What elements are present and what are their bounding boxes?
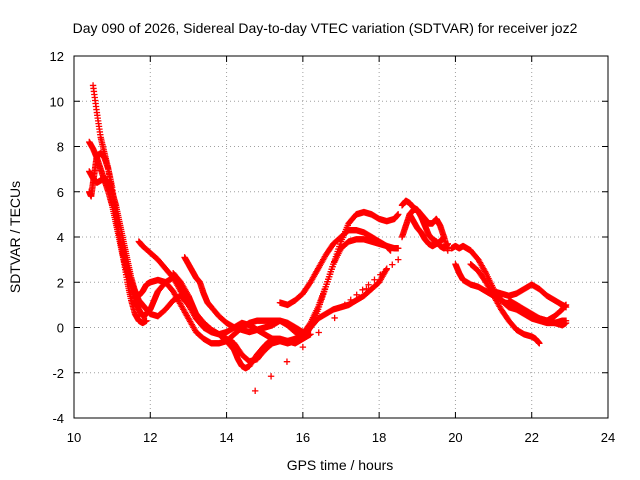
data-point <box>387 247 394 254</box>
data-point <box>143 317 150 324</box>
data-point <box>299 328 307 336</box>
data-point <box>283 358 291 365</box>
x-tick-label: 10 <box>67 430 81 445</box>
data-point <box>389 261 396 268</box>
data-point <box>341 301 349 309</box>
x-tick-label: 16 <box>296 430 310 445</box>
data-points <box>86 82 570 395</box>
data-point <box>383 266 390 273</box>
y-axis-label: SDTVAR / TECUs <box>7 181 23 293</box>
y-tick-label: 2 <box>57 275 64 290</box>
data-point <box>395 256 402 263</box>
x-axis-label: GPS time / hours <box>287 457 394 473</box>
data-point <box>444 247 451 254</box>
data-point <box>377 271 384 278</box>
chart-title: Day 090 of 2026, Sidereal Day-to-day VTE… <box>73 20 578 36</box>
data-point <box>363 285 370 292</box>
series-arc-f <box>181 254 307 336</box>
data-point <box>371 276 378 283</box>
series-arc-p <box>169 270 207 329</box>
y-tick-label: 0 <box>57 321 64 336</box>
data-point <box>365 281 372 288</box>
data-point <box>251 387 259 395</box>
y-tick-label: -4 <box>52 411 64 426</box>
data-point <box>440 233 448 241</box>
x-tick-label: 24 <box>601 430 615 445</box>
x-tick-label: 20 <box>448 430 462 445</box>
y-tick-label: 10 <box>50 94 64 109</box>
series-arc-m <box>467 260 543 347</box>
data-point <box>562 319 570 327</box>
series-arc-j <box>406 211 448 250</box>
data-point <box>395 211 402 218</box>
y-tick-label: 6 <box>57 185 64 200</box>
x-tick-label: 18 <box>372 430 386 445</box>
series-arc-d <box>86 150 150 327</box>
data-point <box>315 329 322 336</box>
data-point <box>395 245 402 252</box>
data-point <box>359 286 366 293</box>
series-arc-g <box>276 227 394 309</box>
data-point <box>299 343 307 351</box>
data-point <box>353 291 360 299</box>
data-point <box>562 301 570 309</box>
series-outliers <box>251 256 402 395</box>
series-arc-o <box>505 297 570 324</box>
data-point <box>267 373 275 380</box>
data-point <box>536 340 543 347</box>
data-point <box>331 314 338 322</box>
data-point <box>444 240 451 247</box>
data-point <box>200 322 207 329</box>
y-tick-label: 8 <box>57 140 64 155</box>
data-point <box>347 296 354 304</box>
y-tick-label: 12 <box>50 49 64 64</box>
data-point <box>307 331 314 338</box>
y-tick-label: -2 <box>52 366 64 381</box>
x-tick-label: 14 <box>219 430 233 445</box>
y-tick-label: 4 <box>57 230 64 245</box>
x-tick-label: 12 <box>143 430 157 445</box>
x-tick-label: 22 <box>524 430 538 445</box>
